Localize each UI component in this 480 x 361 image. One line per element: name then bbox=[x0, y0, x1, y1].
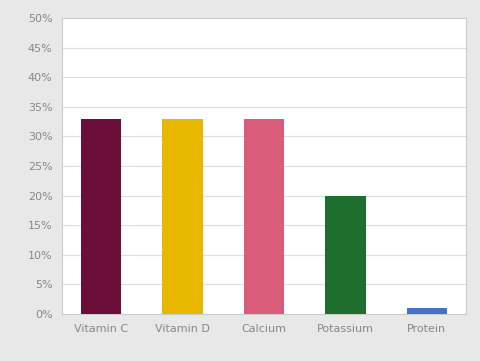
Bar bbox=[244, 119, 284, 314]
Bar bbox=[325, 196, 366, 314]
Bar bbox=[407, 308, 447, 314]
Bar bbox=[81, 119, 121, 314]
Bar bbox=[162, 119, 203, 314]
